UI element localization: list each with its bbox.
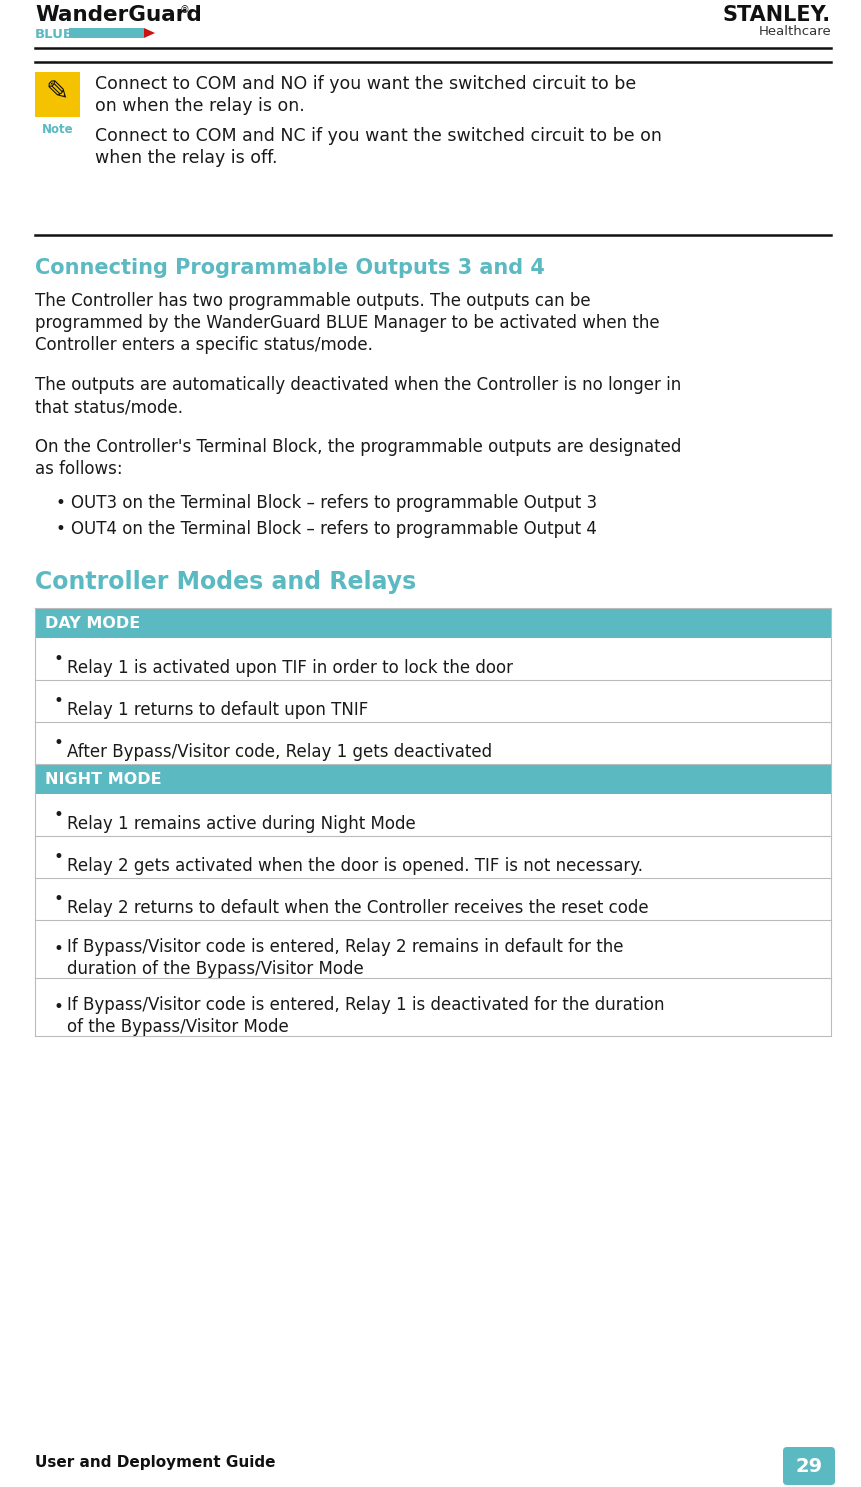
Text: After Bypass/Visitor code, Relay 1 gets deactivated: After Bypass/Visitor code, Relay 1 gets … [67, 744, 492, 761]
Bar [35, 920, 831, 978]
Text: as follows:: as follows: [35, 459, 122, 477]
Text: Relay 1 remains active during Night Mode: Relay 1 remains active during Night Mode [67, 815, 416, 833]
Bar [35, 978, 831, 1036]
Bar [35, 723, 831, 764]
Text: •: • [53, 806, 63, 824]
Text: Relay 2 gets activated when the door is opened. TIF is not necessary.: Relay 2 gets activated when the door is … [67, 857, 643, 874]
Text: User and Deployment Guide: User and Deployment Guide [35, 1454, 276, 1471]
Text: programmed by the WanderGuard BLUE Manager to be activated when the: programmed by the WanderGuard BLUE Manag… [35, 314, 660, 332]
Text: Controller Modes and Relays: Controller Modes and Relays [35, 570, 416, 593]
Text: •: • [53, 650, 63, 668]
Text: •: • [55, 494, 65, 512]
Text: ✎: ✎ [46, 79, 69, 107]
Bar [35, 764, 831, 794]
Text: If Bypass/Visitor code is entered, Relay 2 remains in default for the: If Bypass/Visitor code is entered, Relay… [67, 938, 623, 956]
Text: •: • [53, 940, 63, 958]
Text: Note: Note [41, 123, 73, 135]
Text: On the Controller's Terminal Block, the programmable outputs are designated: On the Controller's Terminal Block, the … [35, 439, 681, 457]
Text: of the Bypass/Visitor Mode: of the Bypass/Visitor Mode [67, 1019, 288, 1036]
Text: OUT4 on the Terminal Block – refers to programmable Output 4: OUT4 on the Terminal Block – refers to p… [71, 520, 597, 538]
Text: when the relay is off.: when the relay is off. [95, 149, 277, 167]
Bar [69, 28, 144, 39]
Text: •: • [53, 891, 63, 909]
Bar [35, 836, 831, 877]
Bar [35, 608, 831, 638]
Polygon shape [144, 28, 155, 39]
Text: OUT3 on the Terminal Block – refers to programmable Output 3: OUT3 on the Terminal Block – refers to p… [71, 494, 598, 512]
Text: 29: 29 [796, 1456, 822, 1475]
Text: Healthcare: Healthcare [759, 25, 831, 39]
Text: STANLEY.: STANLEY. [723, 4, 831, 25]
Text: •: • [53, 998, 63, 1016]
Text: If Bypass/Visitor code is entered, Relay 1 is deactivated for the duration: If Bypass/Visitor code is entered, Relay… [67, 996, 665, 1014]
Text: Controller enters a specific status/mode.: Controller enters a specific status/mode… [35, 336, 373, 354]
Text: Relay 1 returns to default upon TNIF: Relay 1 returns to default upon TNIF [67, 700, 369, 720]
Text: on when the relay is on.: on when the relay is on. [95, 97, 305, 114]
Text: Connecting Programmable Outputs 3 and 4: Connecting Programmable Outputs 3 and 4 [35, 259, 545, 278]
Bar [35, 71, 80, 117]
Bar [35, 794, 831, 836]
Text: The Controller has two programmable outputs. The outputs can be: The Controller has two programmable outp… [35, 291, 591, 309]
Text: Connect to COM and NO if you want the switched circuit to be: Connect to COM and NO if you want the sw… [95, 74, 636, 94]
Bar [35, 680, 831, 723]
Text: •: • [53, 735, 63, 752]
Text: duration of the Bypass/Visitor Mode: duration of the Bypass/Visitor Mode [67, 961, 363, 978]
Text: •: • [53, 691, 63, 709]
Text: •: • [53, 848, 63, 865]
Text: Relay 1 is activated upon TIF in order to lock the door: Relay 1 is activated upon TIF in order t… [67, 659, 513, 677]
Bar [35, 877, 831, 920]
Text: Connect to COM and NC if you want the switched circuit to be on: Connect to COM and NC if you want the sw… [95, 126, 662, 146]
Text: WanderGuard: WanderGuard [35, 4, 201, 25]
Text: NIGHT MODE: NIGHT MODE [45, 772, 162, 787]
Text: BLUE: BLUE [35, 28, 73, 42]
FancyBboxPatch shape [783, 1447, 835, 1486]
Text: •: • [55, 520, 65, 538]
Text: that status/mode.: that status/mode. [35, 399, 183, 416]
Text: ®: ® [180, 4, 189, 15]
Bar [35, 638, 831, 680]
Text: The outputs are automatically deactivated when the Controller is no longer in: The outputs are automatically deactivate… [35, 376, 681, 394]
Text: Relay 2 returns to default when the Controller receives the reset code: Relay 2 returns to default when the Cont… [67, 900, 648, 917]
Text: DAY MODE: DAY MODE [45, 616, 140, 630]
